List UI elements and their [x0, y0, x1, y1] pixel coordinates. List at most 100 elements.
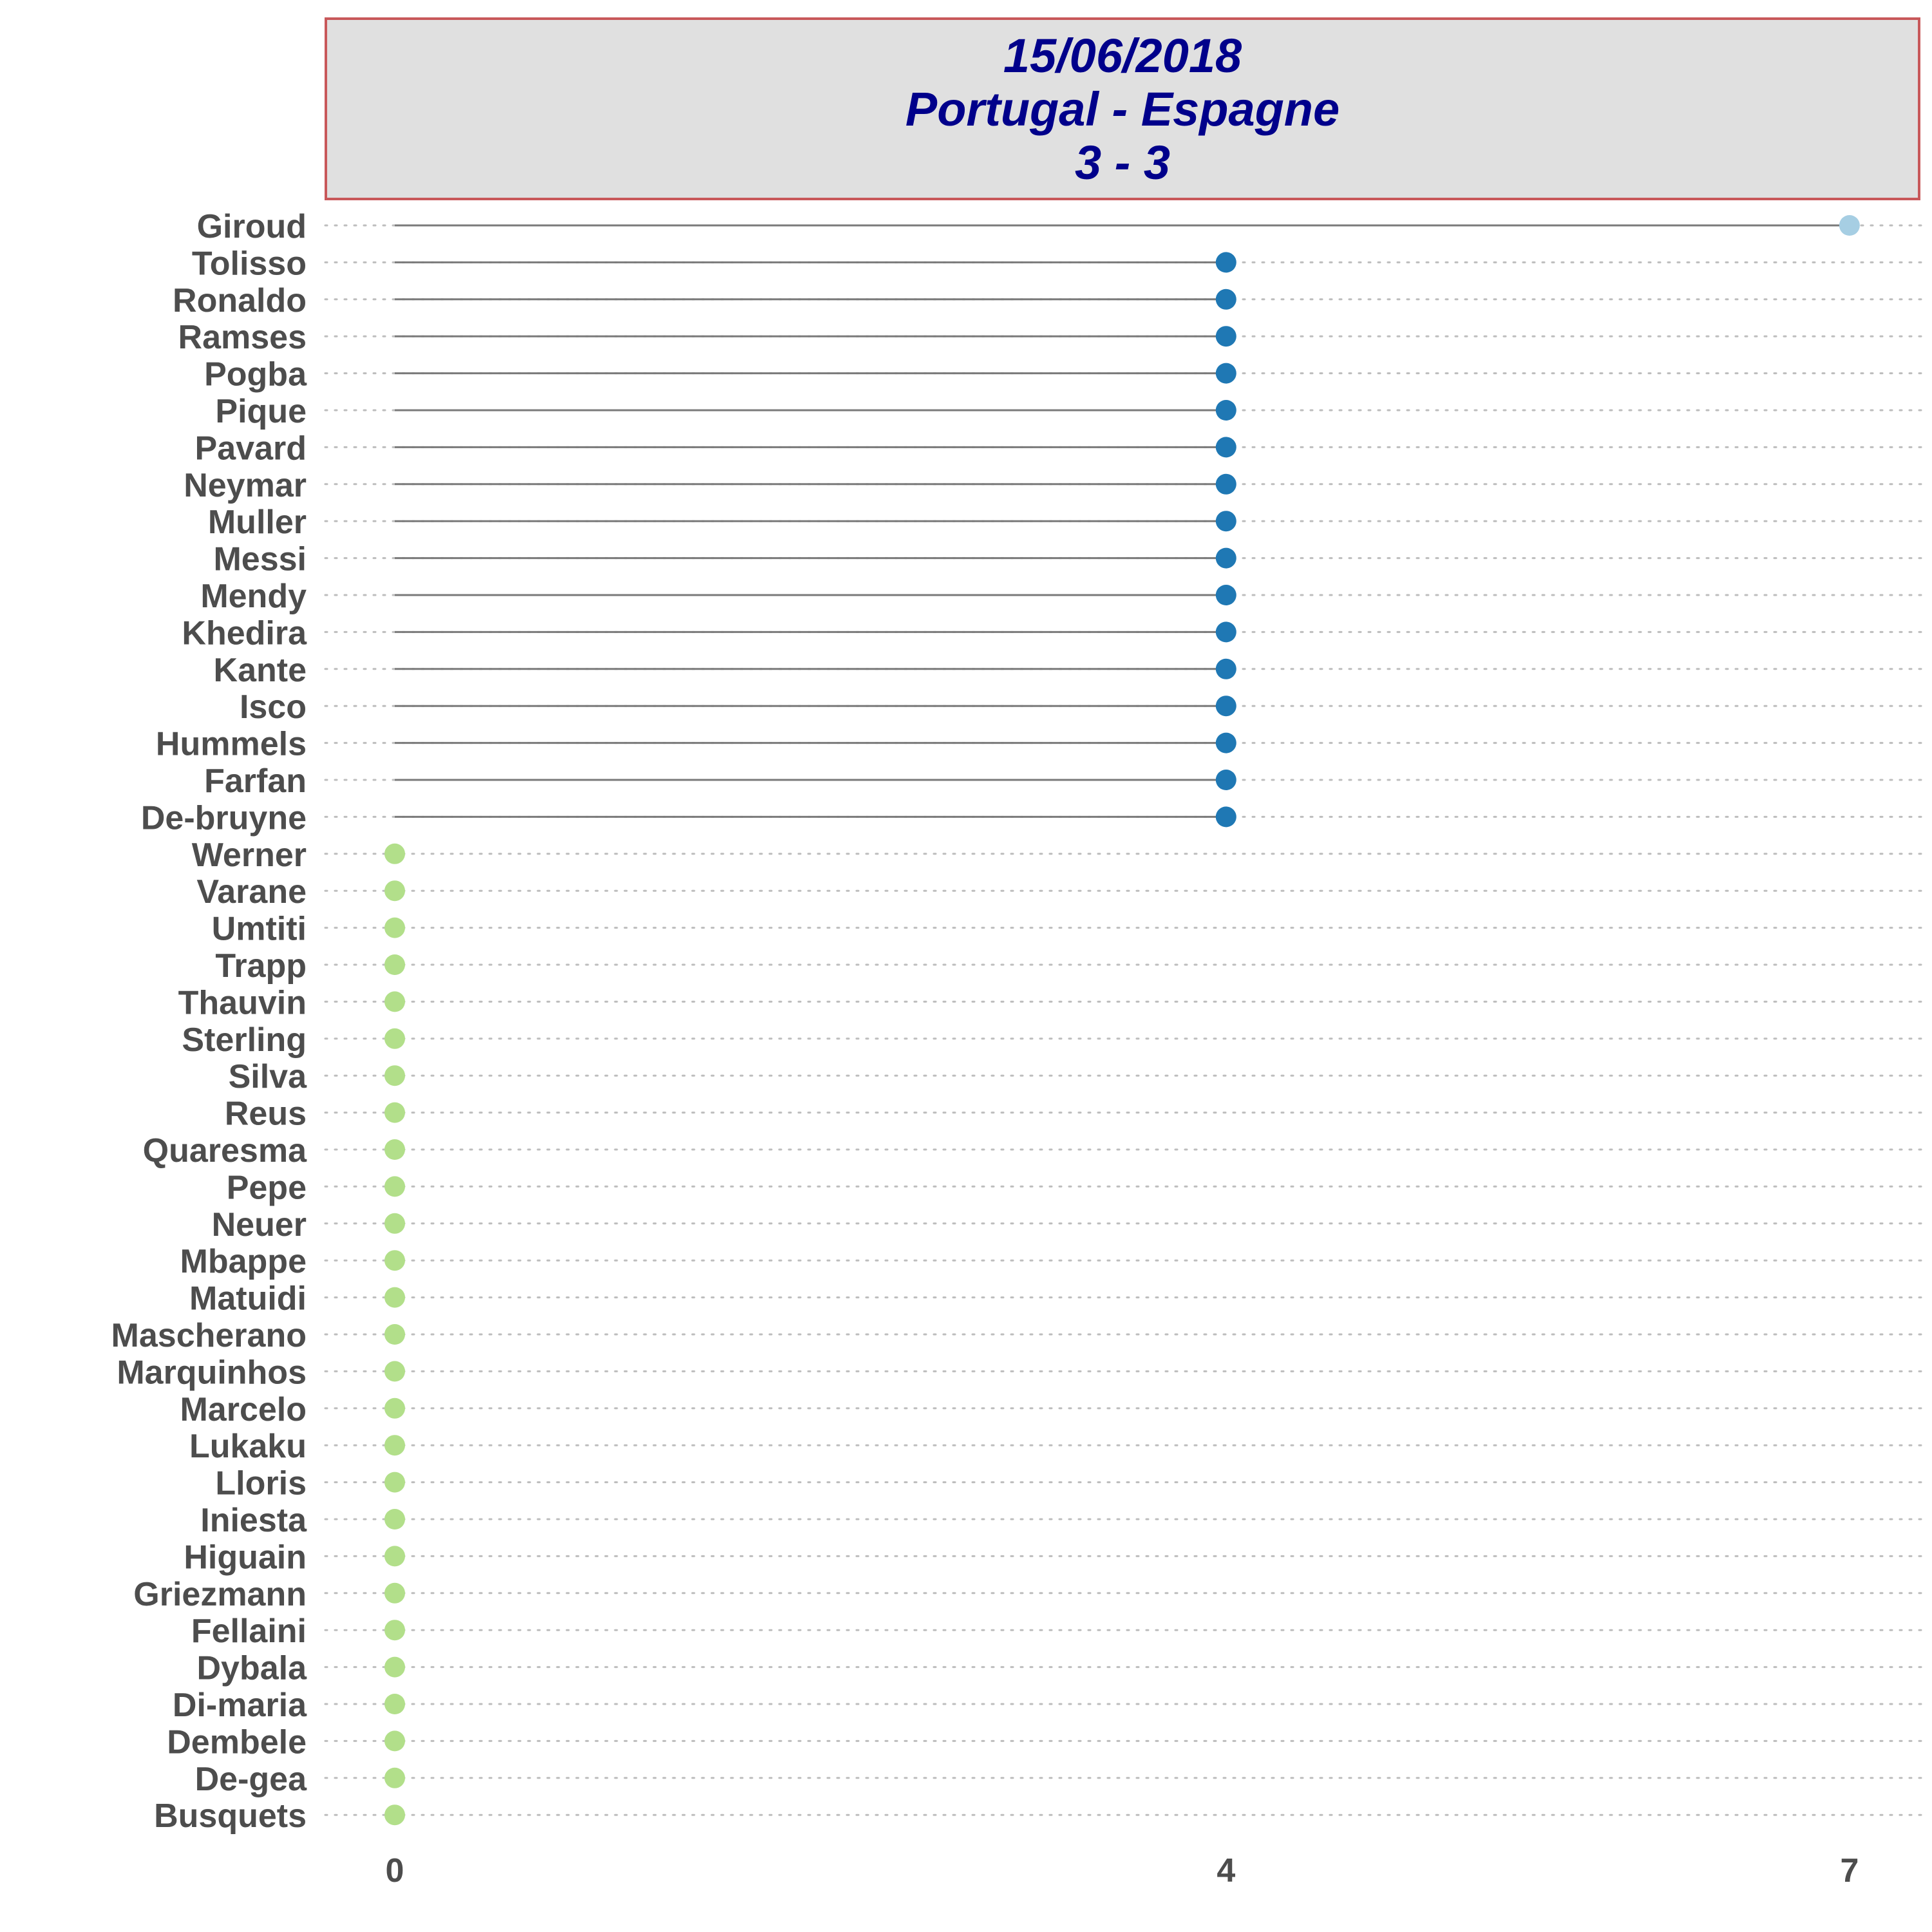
data-point [384, 1694, 405, 1714]
y-tick-label: Lloris [215, 1465, 307, 1502]
y-tick-label: Busquets [154, 1797, 307, 1835]
y-tick-label: Quaresma [143, 1132, 307, 1170]
data-point [384, 991, 405, 1012]
y-tick-label: Thauvin [178, 984, 307, 1021]
x-tick-label: 7 [1840, 1852, 1859, 1889]
y-tick-label: Giroud [197, 208, 307, 245]
y-tick-label: Sterling [182, 1021, 307, 1059]
data-point [384, 917, 405, 938]
y-tick-label: Marquinhos [117, 1354, 307, 1391]
data-point [384, 1730, 405, 1752]
y-tick-label: Ramses [178, 319, 307, 356]
y-tick-label: Mendy [200, 578, 307, 615]
y-tick-label: Silva [229, 1058, 307, 1095]
data-point [384, 1028, 405, 1049]
data-point [384, 1472, 405, 1493]
data-point [384, 1361, 405, 1382]
data-point [384, 1804, 405, 1826]
data-point [384, 1065, 405, 1086]
y-tick-label: Dybala [196, 1650, 307, 1687]
y-tick-label: Varane [196, 873, 307, 911]
data-point [384, 954, 405, 975]
data-point [1215, 621, 1236, 643]
points [384, 215, 1860, 1826]
y-tick-label: Marcelo [180, 1391, 307, 1428]
y-tick-label: Trapp [215, 947, 307, 985]
grid-lines [324, 224, 1924, 1816]
y-tick-label: Lukaku [189, 1428, 307, 1465]
y-tick-label: Iniesta [200, 1502, 307, 1539]
data-point [1215, 473, 1236, 495]
y-tick-label: De-bruyne [141, 799, 307, 837]
data-point [384, 1397, 405, 1419]
data-point [1215, 696, 1236, 717]
data-point [384, 1656, 405, 1678]
data-point [1215, 400, 1236, 421]
data-point [384, 1620, 405, 1641]
data-point [1215, 732, 1236, 753]
data-point [1215, 363, 1236, 384]
x-tick-label: 4 [1217, 1852, 1235, 1889]
y-tick-label: Mbappe [180, 1243, 307, 1280]
data-point [1215, 326, 1236, 347]
data-point [384, 1287, 405, 1308]
y-tick-label: Muller [208, 504, 307, 541]
y-tick-label: Kante [214, 652, 307, 689]
y-tick-label: Pavard [195, 430, 307, 467]
data-point [1215, 770, 1236, 790]
y-tick-label: Mascherano [111, 1317, 307, 1354]
y-tick-label: Pogba [204, 356, 307, 393]
data-point [1215, 547, 1236, 569]
data-point [384, 843, 405, 864]
y-tick-label: Ronaldo [173, 282, 307, 319]
y-tick-label: Di-maria [173, 1687, 307, 1724]
data-point [384, 1509, 405, 1530]
data-point [1215, 511, 1236, 532]
y-tick-label: Hummels [156, 726, 307, 763]
data-point [384, 1324, 405, 1345]
y-axis-labels: GiroudTolissoRonaldoRamsesPogbaPiquePava… [111, 208, 308, 1835]
data-point [1215, 585, 1236, 605]
y-tick-label: Messi [213, 541, 307, 578]
x-tick-label: 0 [386, 1852, 404, 1889]
y-tick-label: Neymar [184, 467, 307, 504]
y-tick-label: Matuidi [189, 1280, 307, 1318]
data-point [384, 1546, 405, 1567]
y-tick-label: Griezmann [133, 1576, 307, 1613]
data-point [384, 1102, 405, 1123]
y-tick-label: Khedira [182, 614, 307, 652]
data-point [1215, 806, 1236, 828]
data-point [384, 880, 405, 902]
y-tick-label: Dembele [167, 1723, 307, 1761]
y-tick-label: Neuer [212, 1206, 307, 1244]
data-point [384, 1250, 405, 1271]
y-tick-label: Werner [192, 837, 307, 874]
title-score: 3 - 3 [1074, 135, 1171, 189]
stems [395, 224, 1850, 818]
title-match: Portugal - Espagne [905, 82, 1340, 136]
data-point [384, 1139, 405, 1160]
data-point [384, 1176, 405, 1197]
y-tick-label: Pepe [227, 1169, 307, 1206]
data-point [1215, 437, 1236, 458]
data-point [384, 1767, 405, 1788]
data-point [384, 1582, 405, 1604]
chart-title-box: 15/06/2018 Portugal - Espagne 3 - 3 [325, 17, 1920, 200]
y-tick-label: Umtiti [212, 911, 307, 948]
data-point [384, 1435, 405, 1456]
x-axis-ticks: 0 4 7 [386, 1852, 1859, 1889]
data-point [1215, 658, 1236, 679]
data-point [384, 1213, 405, 1234]
y-tick-label: Fellaini [191, 1613, 307, 1650]
y-tick-label: Farfan [204, 762, 307, 800]
y-tick-label: Tolisso [192, 245, 307, 282]
y-tick-label: De-gea [195, 1761, 307, 1798]
data-point [1215, 252, 1236, 273]
y-tick-label: Isco [240, 688, 307, 726]
data-point [1215, 289, 1236, 310]
y-tick-label: Higuain [184, 1539, 307, 1576]
title-date: 15/06/2018 [1003, 28, 1242, 82]
y-tick-label: Pique [215, 393, 307, 430]
y-tick-label: Reus [225, 1095, 307, 1133]
